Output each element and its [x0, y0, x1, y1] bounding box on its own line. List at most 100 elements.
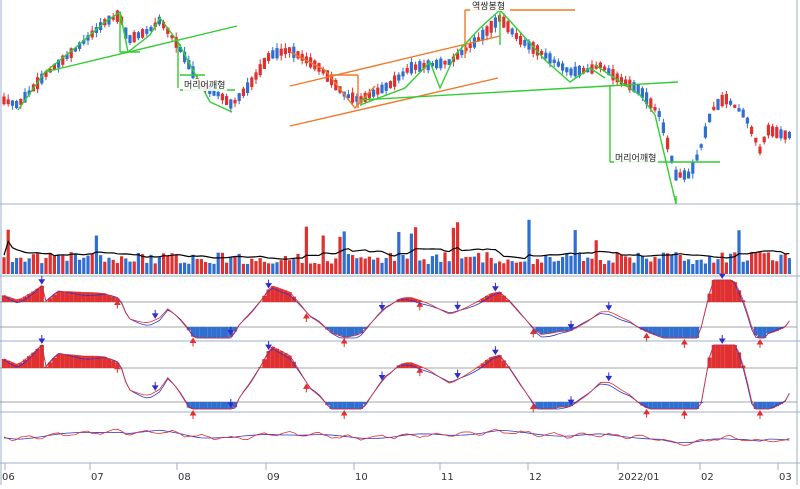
volume-bar	[472, 256, 476, 274]
volume-bar	[275, 262, 279, 274]
volume-bar	[527, 219, 531, 274]
volume-bar	[27, 258, 31, 274]
volume-bar	[103, 261, 107, 274]
volume-bar	[187, 263, 191, 274]
candle-body	[275, 48, 279, 59]
candle-body	[254, 72, 258, 80]
candle-body	[540, 51, 544, 55]
candle-body	[149, 26, 153, 32]
x-tick-label: 03	[779, 472, 792, 483]
sell-arrow-icon	[265, 279, 273, 289]
volume-bar	[632, 262, 636, 274]
candle-body	[594, 65, 598, 69]
candle-body	[15, 100, 19, 109]
volume-bar	[674, 252, 678, 274]
x-tick-label: 09	[267, 472, 280, 483]
volume-bar	[691, 263, 695, 274]
volume-bar	[346, 254, 350, 274]
candle-body	[330, 75, 334, 86]
candle-body	[124, 27, 128, 39]
volume-bar	[552, 261, 556, 274]
candle-body	[556, 61, 560, 67]
volume-bar	[334, 258, 338, 274]
trendline-green	[359, 9, 606, 106]
sell-arrow-icon	[491, 346, 499, 356]
buy-arrow-icon	[113, 363, 121, 373]
candle-body	[703, 126, 707, 138]
volume-bar	[233, 256, 237, 274]
candle-body	[745, 117, 749, 124]
buy-arrow-icon	[416, 301, 424, 311]
candle-body	[111, 16, 115, 20]
volume-bar	[2, 257, 6, 274]
candle-body	[460, 50, 464, 56]
volume-bar	[153, 263, 157, 274]
candle-body	[237, 93, 241, 101]
volume-bar	[6, 229, 10, 274]
volume-bar	[397, 232, 401, 274]
buy-arrow-icon	[756, 339, 764, 348]
candle-body	[552, 59, 556, 63]
oscillator-reference-lines	[0, 301, 797, 403]
volume-bar	[388, 252, 392, 274]
candle-body	[78, 42, 82, 49]
volume-bar	[548, 257, 552, 274]
candle-body	[229, 99, 233, 109]
volume-bar	[363, 258, 367, 274]
volume-bar	[666, 253, 670, 274]
volume-bar	[157, 256, 161, 274]
candle-body	[485, 26, 489, 36]
volume-bar	[380, 262, 384, 274]
volume-bar	[267, 263, 271, 274]
pattern-label: 역쌍봉형	[472, 1, 505, 12]
candle-body	[632, 82, 636, 92]
candle-body	[250, 77, 254, 88]
oscillator-line	[3, 279, 790, 339]
volume-bar	[36, 253, 40, 274]
candle-body	[246, 82, 250, 93]
volume-bar	[19, 257, 23, 274]
candle-body	[787, 131, 791, 139]
volume-bar	[304, 226, 308, 274]
candle-body	[640, 88, 644, 98]
candle-body	[115, 10, 119, 22]
candle-body	[2, 96, 6, 105]
volume-bar	[577, 253, 581, 274]
candle-body	[569, 68, 573, 76]
volume-bar	[401, 254, 405, 274]
candle-body	[283, 48, 287, 55]
volume-bar	[766, 252, 770, 274]
candle-body	[267, 53, 271, 62]
x-tick-label: 10	[355, 472, 368, 483]
volume-bar	[598, 259, 602, 274]
sell-arrow-icon	[605, 372, 613, 382]
sell-arrow-icon	[491, 282, 499, 292]
volume-bar	[779, 254, 783, 274]
volume-bar	[191, 254, 195, 274]
buy-arrow-icon	[76, 293, 84, 303]
volume-bar	[489, 257, 493, 274]
candle-body	[422, 62, 426, 69]
candle-body	[397, 74, 401, 81]
volume-bar	[372, 259, 376, 274]
volume-bar	[775, 261, 779, 274]
volume-bar	[10, 262, 14, 274]
trendline-green	[594, 64, 677, 205]
volume-bar	[573, 230, 577, 274]
candle-body	[183, 51, 187, 63]
candle-body	[674, 169, 678, 181]
volume-bar	[321, 235, 325, 274]
volume-bar	[561, 256, 565, 274]
candle-body	[334, 80, 338, 91]
candle-body	[527, 41, 531, 50]
candle-body	[771, 126, 775, 137]
candle-body	[582, 67, 586, 74]
candle-body	[40, 73, 44, 84]
buy-arrow-icon	[529, 403, 537, 413]
candle-body	[141, 29, 145, 38]
volume-bar	[502, 263, 506, 274]
volume-panel	[2, 219, 791, 274]
volume-bar	[78, 259, 82, 274]
candle-body	[682, 170, 686, 180]
candle-body	[435, 59, 439, 69]
